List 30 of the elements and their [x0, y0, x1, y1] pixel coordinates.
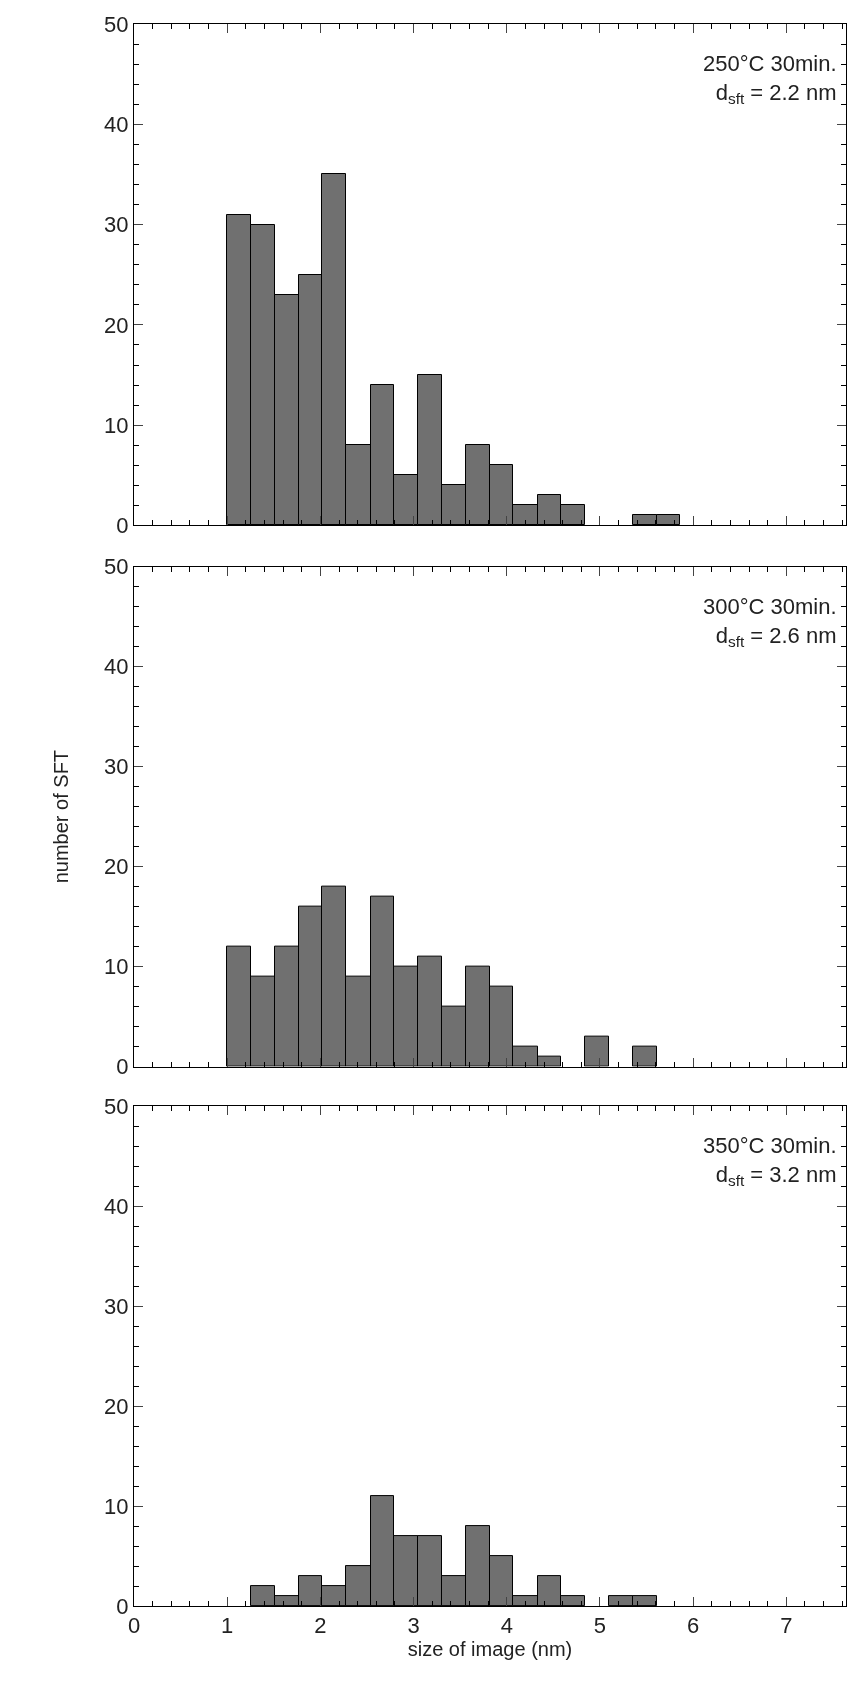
y-tick-label: 20 — [104, 854, 129, 880]
y-tick-label: 20 — [104, 1393, 129, 1419]
y-tick-label: 30 — [104, 1293, 129, 1319]
x-tick-label: 3 — [407, 1613, 420, 1639]
y-tick-label: 40 — [104, 654, 129, 680]
annotation: 300°C 30min. d$_{sft}$ = 2.6 nm — [703, 594, 837, 651]
y-tick-label: 0 — [116, 1054, 129, 1080]
x-tick-label: 7 — [780, 1613, 793, 1639]
annotation: 350°C 30min. d$_{sft}$ = 3.2 nm — [703, 1133, 837, 1190]
y-tick-label: 50 — [104, 11, 129, 37]
y-tick-label: 10 — [104, 412, 129, 438]
y-tick-label: 50 — [104, 1093, 129, 1119]
y-tick-label: 0 — [116, 513, 129, 539]
y-tick-label: 30 — [104, 212, 129, 238]
x-tick-label: 4 — [500, 1613, 513, 1639]
x-axis-title: size of image (nm) — [407, 1638, 573, 1661]
y-tick-label: 50 — [104, 554, 129, 580]
y-axis-title: number of SFT — [49, 749, 72, 884]
y-tick-label: 40 — [104, 1193, 129, 1219]
x-tick-label: 1 — [221, 1613, 234, 1639]
y-tick-label: 30 — [104, 754, 129, 780]
y-tick-label: 20 — [104, 312, 129, 338]
annotation: 250°C 30min. d$_{sft}$ = 2.2 nm — [703, 51, 837, 108]
y-tick-label: 0 — [116, 1593, 129, 1619]
x-tick-label: 5 — [593, 1613, 607, 1639]
y-tick-label: 10 — [104, 1493, 129, 1519]
y-tick-label: 10 — [104, 954, 129, 980]
x-tick-label: 6 — [687, 1613, 700, 1639]
x-tick-label: 2 — [314, 1613, 327, 1639]
y-tick-label: 40 — [104, 112, 129, 137]
